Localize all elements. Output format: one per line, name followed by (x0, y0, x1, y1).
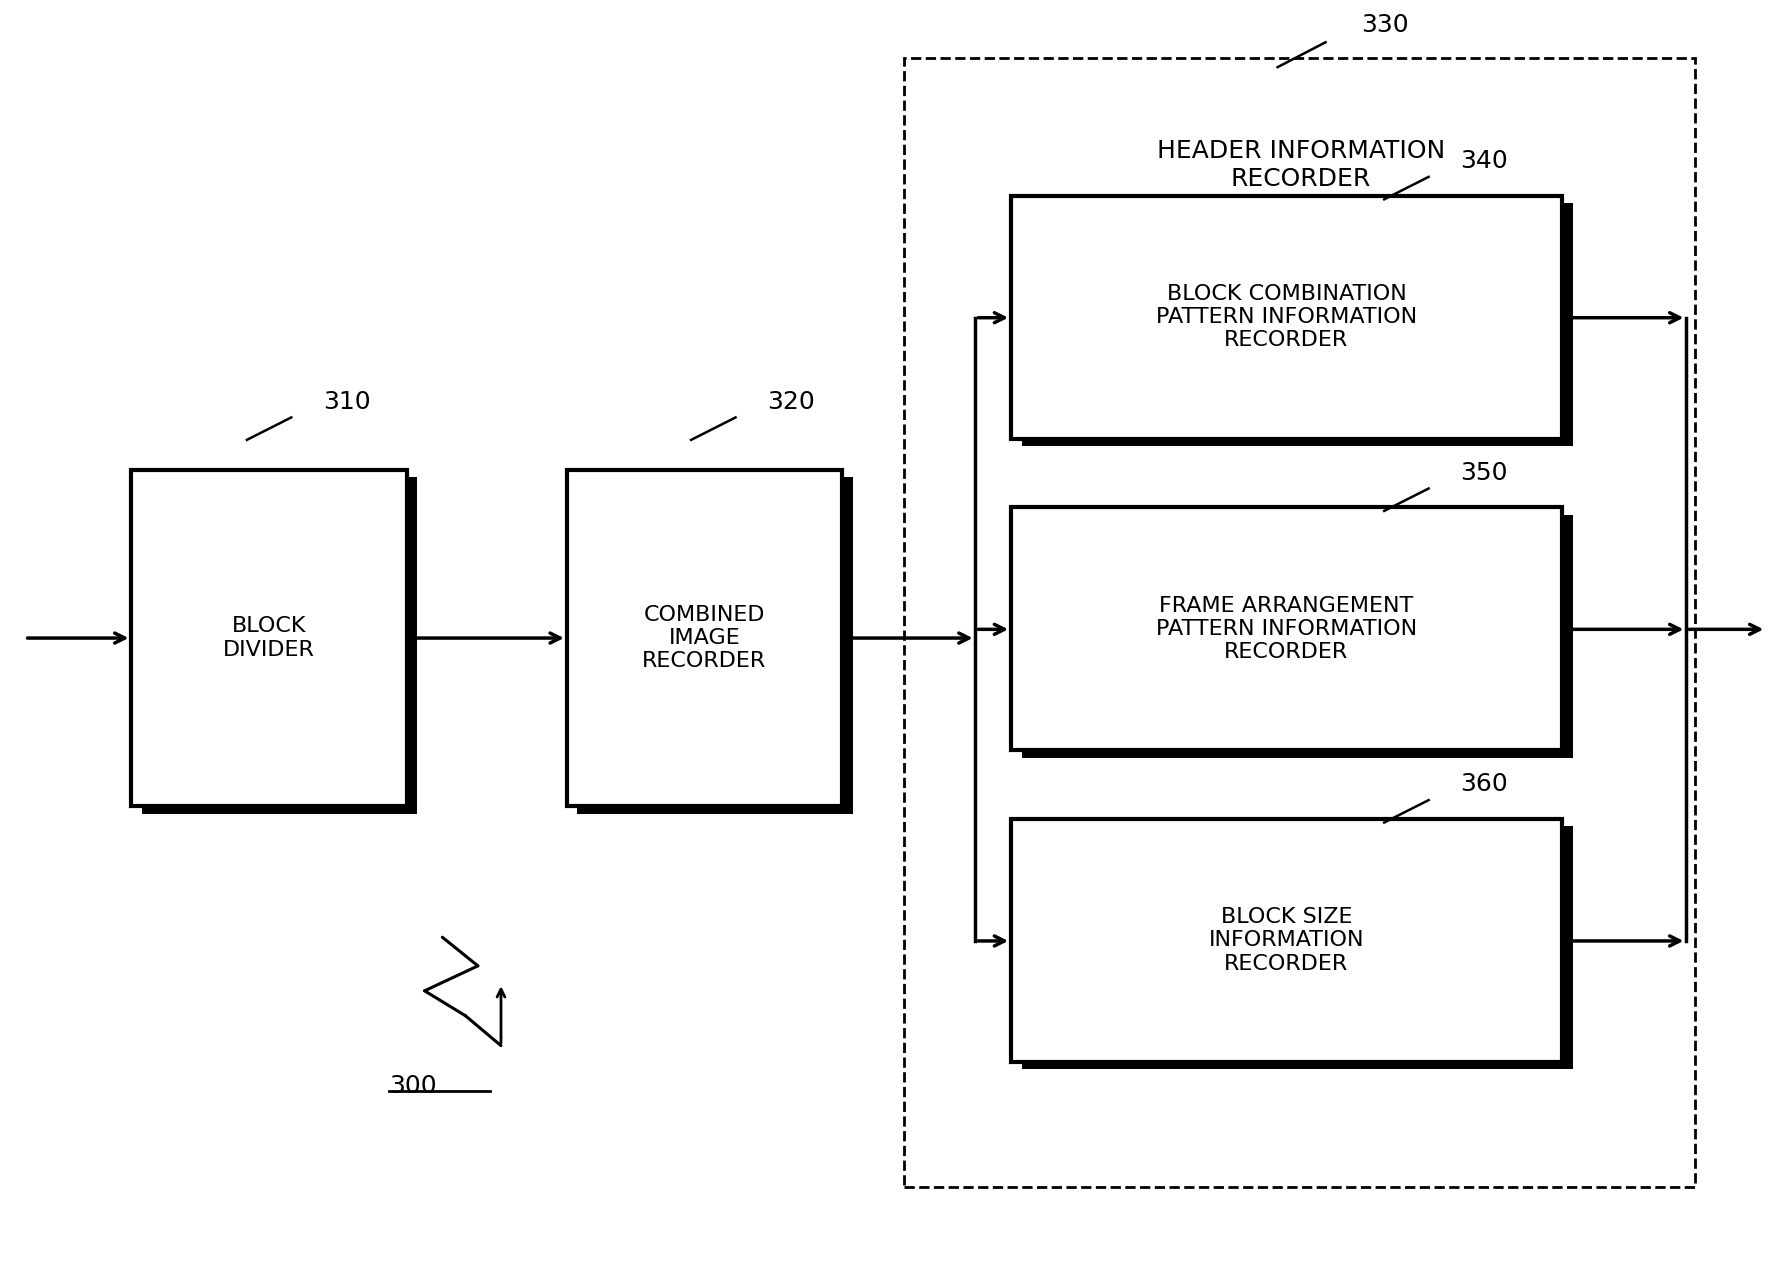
Bar (904, 58, 1696, 1186)
Bar (1021, 827, 1572, 1069)
Text: HEADER INFORMATION
RECORDER: HEADER INFORMATION RECORDER (1157, 140, 1445, 192)
Bar (131, 469, 407, 806)
Text: 300: 300 (389, 1074, 437, 1098)
Bar (566, 469, 842, 806)
Bar (577, 477, 853, 814)
Bar (1021, 203, 1572, 445)
Bar (1010, 819, 1562, 1061)
Text: 350: 350 (1461, 461, 1508, 485)
Bar (1021, 515, 1572, 757)
Text: 360: 360 (1461, 772, 1508, 796)
Bar (1010, 507, 1562, 750)
Text: 320: 320 (768, 390, 815, 414)
Text: BLOCK SIZE
INFORMATION
RECORDER: BLOCK SIZE INFORMATION RECORDER (1209, 907, 1365, 973)
Bar (1010, 196, 1562, 439)
Text: 310: 310 (322, 390, 371, 414)
Text: BLOCK
DIVIDER: BLOCK DIVIDER (224, 616, 315, 660)
Text: COMBINED
IMAGE
RECORDER: COMBINED IMAGE RECORDER (643, 604, 767, 671)
Text: 330: 330 (1361, 14, 1410, 38)
Text: BLOCK COMBINATION
PATTERN INFORMATION
RECORDER: BLOCK COMBINATION PATTERN INFORMATION RE… (1155, 284, 1417, 351)
Bar (141, 477, 417, 814)
Text: FRAME ARRANGEMENT
PATTERN INFORMATION
RECORDER: FRAME ARRANGEMENT PATTERN INFORMATION RE… (1155, 596, 1417, 661)
Text: 340: 340 (1461, 149, 1508, 173)
